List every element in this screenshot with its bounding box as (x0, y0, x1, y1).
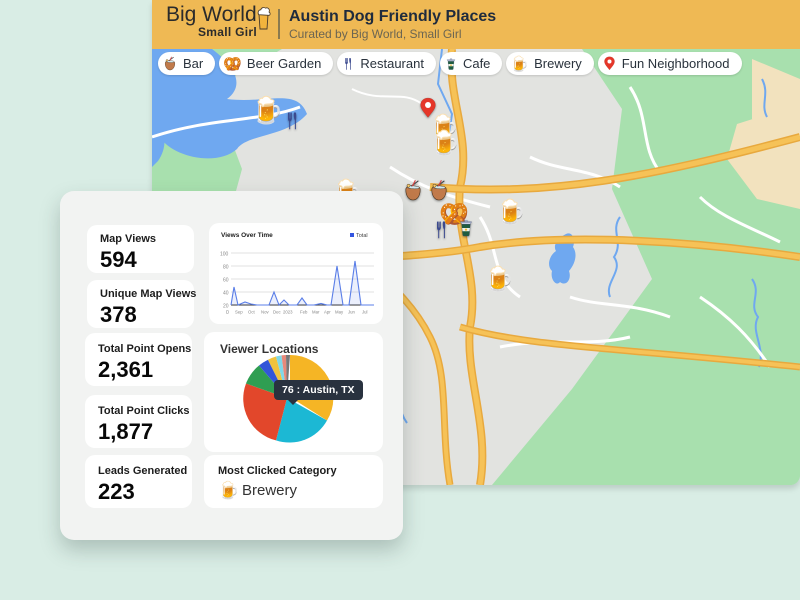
svg-text:20: 20 (223, 304, 229, 310)
svg-text:100: 100 (220, 252, 229, 258)
svg-text:Sep: Sep (235, 310, 243, 315)
svg-text:Nov: Nov (261, 310, 269, 315)
svg-text:Mar: Mar (312, 310, 320, 315)
svg-text:Jun: Jun (348, 310, 356, 315)
svg-text:Feb: Feb (300, 310, 308, 315)
svg-text:0: 0 (226, 310, 229, 316)
svg-text:Apr: Apr (324, 310, 331, 315)
svg-text:Oct: Oct (248, 310, 255, 315)
svg-text:80: 80 (223, 265, 229, 271)
svg-text:May: May (335, 310, 344, 315)
svg-text:Dec: Dec (273, 310, 281, 315)
svg-text:40: 40 (223, 291, 229, 297)
svg-text:2023: 2023 (283, 310, 293, 315)
svg-text:60: 60 (223, 278, 229, 284)
svg-text:Jul: Jul (362, 310, 368, 315)
